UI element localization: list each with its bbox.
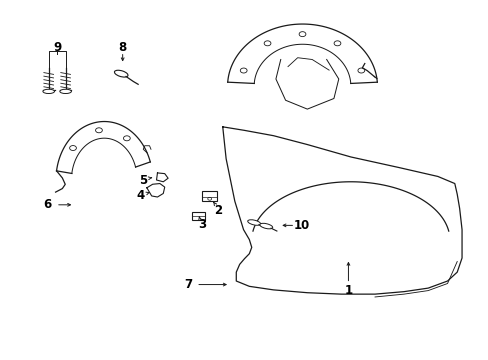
Text: 10: 10 [293,219,309,232]
Text: 8: 8 [118,41,126,54]
FancyBboxPatch shape [192,212,204,220]
Text: 1: 1 [344,284,352,297]
Ellipse shape [114,70,128,77]
Polygon shape [146,184,164,197]
Ellipse shape [43,89,54,94]
Text: 4: 4 [136,189,144,202]
FancyBboxPatch shape [202,192,217,201]
Ellipse shape [60,89,71,94]
Ellipse shape [247,220,260,225]
Text: 3: 3 [198,218,206,231]
Text: 6: 6 [43,198,51,211]
Text: 9: 9 [53,41,61,54]
Polygon shape [156,173,168,182]
Text: 5: 5 [139,174,147,187]
Ellipse shape [259,223,272,229]
Text: 7: 7 [183,278,192,291]
Text: 2: 2 [213,204,222,217]
